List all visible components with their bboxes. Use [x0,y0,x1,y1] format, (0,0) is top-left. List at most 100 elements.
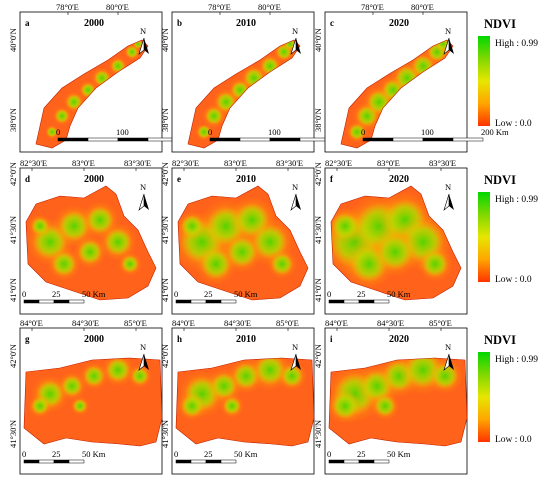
panel-letter: i [330,334,333,344]
panel-year: 2010 [236,18,256,29]
latitude-label: 40°0'N [8,28,18,52]
longitude-label: 80°0'E [258,2,281,12]
panel-letter: c [330,18,334,28]
north-arrow-icon: N [138,342,149,371]
north-arrow-icon: N [443,26,454,55]
longitude-ticks: 84°0'E 84°30'E 85°0'E [172,318,299,331]
longitude-label: 83°0'E [72,158,95,168]
scale-label: 0 [22,449,26,459]
ndvi-region-map [328,357,468,447]
latitude-label: 41°30'N [313,216,323,244]
longitude-ticks: 82°30'E 83°0'E 83°30'E [20,158,151,171]
legend-low-label: Low : 0.0 [495,119,532,129]
map-grid: a 2000 N 78°0'E 80°0'E 40°0'N 38°0'N 0 100 200 Km… [8,2,509,475]
scale-label: 25 [357,449,366,459]
ndvi-legend: NDVI High : 0.99 Low : 0.0 [478,333,538,445]
scale-label: 25 [357,289,366,299]
latitude-label: 41°0'N [8,278,18,302]
latitude-ticks: 42°0'N 41°30'N [160,344,170,448]
latitude-label: 42°0'N [313,162,323,186]
latitude-label: 41°30'N [8,216,18,244]
north-label: N [445,26,451,36]
latitude-label: 41°0'N [160,278,170,302]
legend-high-label: High : 0.99 [495,355,538,365]
map-panel-i: i 2020 N 84°0'E 84°30'E 85°0'E 42°0'N 41°30'N 0 2… [313,318,468,475]
scale-label: 50 Km [82,289,106,299]
panel-year: 2010 [236,174,256,185]
latitude-label: 41°30'N [160,420,170,448]
panel-year: 2020 [389,18,409,29]
longitude-label: 85°0'E [124,318,147,328]
latitude-label: 42°0'N [8,344,18,368]
longitude-ticks: 78°0'E 80°0'E [361,2,434,15]
latitude-label: 41°30'N [160,216,170,244]
latitude-ticks: 42°0'N 41°30'N 41°0'N [160,162,170,302]
latitude-label: 38°0'N [160,108,170,132]
north-arrow-icon: N [290,342,301,371]
north-label: N [292,26,298,36]
latitude-label: 42°0'N [8,162,18,186]
latitude-label: 40°0'N [160,28,170,52]
legend-color-ramp [478,352,490,442]
ndvi-region-map [330,185,462,301]
scale-label: 50 Km [387,289,411,299]
legend-group: NDVI High : 0.99 Low : 0.0 NDVI High : 0.99 L… [478,17,538,445]
longitude-ticks: 84°0'E 84°30'E 85°0'E [20,318,147,331]
longitude-label: 82°30'E [20,158,47,168]
scale-label: 0 [327,449,331,459]
scale-label: 0 [208,127,212,137]
legend-color-ramp [478,36,490,126]
scale-label: 50 Km [234,449,258,459]
scale-bar: 0 25 50 Km [22,449,106,464]
map-panel-g: g 2000 N 84°0'E 84°30'E 85°0'E 42°0'N 41°30'N 0 2… [8,318,163,475]
north-label: N [140,26,146,36]
longitude-label: 84°0'E [20,318,43,328]
scale-label: 0 [361,127,365,137]
longitude-ticks: 82°30'E 83°0'E 83°30'E [325,158,456,171]
latitude-ticks: 42°0'N 41°30'N 41°0'N [313,162,323,302]
legend-low-label: Low : 0.0 [495,435,532,445]
north-arrow-icon: N [138,182,149,211]
map-panel-h: h 2010 N 84°0'E 84°30'E 85°0'E 42°0'N 41°30'N 0 2… [160,318,315,475]
scale-label: 0 [327,289,331,299]
ndvi-legend: NDVI High : 0.99 Low : 0.0 [478,17,538,129]
longitude-label: 78°0'E [56,2,79,12]
longitude-label: 84°30'E [72,318,99,328]
scale-label: 0 [174,289,178,299]
latitude-label: 41°30'N [313,420,323,448]
longitude-label: 78°0'E [361,2,384,12]
panel-year: 2000 [84,334,104,345]
longitude-label: 83°30'E [124,158,151,168]
ndvi-region-map [175,357,315,447]
legend-title: NDVI [484,333,516,347]
ndvi-region-map [23,357,163,447]
scale-label: 100 [421,127,434,137]
scale-label: 0 [22,289,26,299]
latitude-label: 42°0'N [160,162,170,186]
scale-label: 50 Km [387,449,411,459]
panel-year: 2020 [389,174,409,185]
north-arrow-icon: N [138,26,149,55]
north-arrow-icon: N [290,182,301,211]
scale-label: 25 [52,289,61,299]
legend-high-label: High : 0.99 [495,39,538,49]
scale-label: 25 [52,449,61,459]
scale-label: 25 [204,289,213,299]
latitude-ticks: 40°0'N 38°0'N [160,28,170,132]
panel-letter: b [177,18,182,28]
panel-letter: e [177,174,181,184]
longitude-label: 78°0'E [208,2,231,12]
latitude-label: 38°0'N [8,108,18,132]
longitude-label: 85°0'E [276,318,299,328]
latitude-ticks: 42°0'N 41°30'N [313,344,323,448]
ndvi-region-map [25,185,157,301]
panel-year: 2000 [84,174,104,185]
longitude-label: 80°0'E [106,2,129,12]
north-label: N [445,182,451,192]
north-label: N [140,182,146,192]
latitude-label: 41°0'N [313,278,323,302]
legend-color-ramp [478,192,490,282]
scale-label: 100 [268,127,281,137]
legend-low-label: Low : 0.0 [495,275,532,285]
